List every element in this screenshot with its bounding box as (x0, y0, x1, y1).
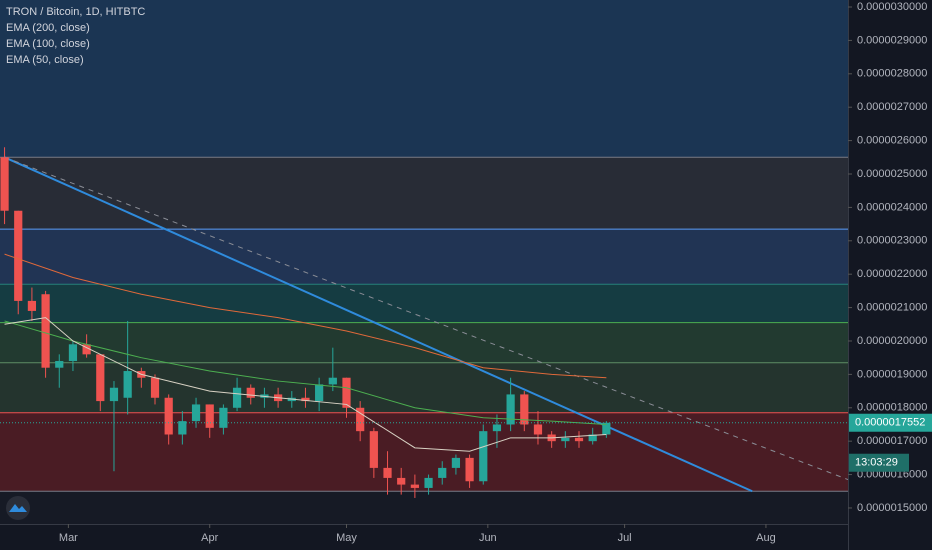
trend-line (4, 156, 849, 481)
candle-body (506, 394, 515, 425)
ema-line (4, 317, 607, 452)
x-tick-label: Mar (59, 532, 78, 544)
candle-body (109, 387, 119, 402)
candle-body (492, 424, 502, 432)
legend-entry: EMA (200, close) (6, 22, 90, 34)
candle-body (520, 394, 529, 425)
candle-body (561, 437, 570, 442)
candle-body (246, 387, 255, 398)
candle-body (178, 421, 187, 435)
zone (0, 157, 848, 230)
candle-body (123, 371, 132, 398)
candle-body (68, 344, 78, 362)
x-tick-label: Apr (201, 532, 218, 544)
y-tick-label: 0.0000026000 (857, 135, 927, 147)
candle-body (356, 407, 365, 432)
plot-area (0, 0, 849, 524)
candle-body (232, 387, 242, 408)
y-tick-label: 0.0000017000 (857, 435, 927, 447)
candle-body (410, 484, 419, 488)
x-tick-label: Jul (618, 532, 632, 544)
ema-line (4, 320, 607, 425)
legend-entry: EMA (100, close) (6, 38, 90, 50)
trend-line (4, 156, 753, 493)
candle-body (315, 384, 324, 402)
zone (0, 0, 848, 158)
candle-body (82, 344, 91, 355)
y-tick-label: 0.0000022000 (857, 268, 927, 280)
countdown-tag (849, 453, 909, 472)
candle-body (164, 397, 173, 435)
candle-body (451, 457, 461, 468)
candle-body (479, 431, 488, 482)
candle-body (342, 377, 351, 408)
zone (0, 491, 848, 524)
y-tick-label: 0.0000018000 (857, 402, 927, 414)
zone (0, 412, 848, 492)
candle-body (191, 404, 201, 422)
logo (6, 496, 30, 520)
candle-body (574, 437, 584, 442)
x-tick-label: Jun (479, 532, 497, 544)
y-tick-label: 0.0000019000 (857, 368, 927, 380)
candle-body (27, 300, 37, 311)
candle-body (465, 457, 474, 482)
candle-body (369, 431, 378, 468)
candle-body (397, 477, 406, 485)
y-tick-label: 0.0000023000 (857, 235, 927, 247)
candle-body (383, 467, 392, 478)
candle-body (219, 407, 228, 428)
zone (0, 284, 848, 323)
candle-body (301, 397, 310, 402)
candle-body (55, 361, 64, 368)
y-tick-label: 0.0000021000 (857, 301, 927, 313)
candle-body (150, 377, 160, 398)
y-tick-label: 0.0000020000 (857, 335, 927, 347)
candle-body (0, 157, 9, 211)
candle-body (602, 422, 611, 435)
candle-body (205, 404, 214, 428)
candle-body (14, 210, 23, 301)
last-price-label: 0.0000017552 (855, 417, 925, 429)
zone (0, 322, 848, 363)
candle-body (424, 477, 433, 488)
candle-body (41, 294, 50, 368)
y-tick-label: 0.0000027000 (857, 101, 927, 113)
ema-line (4, 253, 607, 379)
candle-body (328, 377, 337, 385)
x-tick-label: Aug (756, 532, 776, 544)
x-tick-label: May (336, 532, 357, 544)
candle-body (438, 467, 447, 478)
candle-body (96, 354, 105, 402)
y-tick-label: 0.0000028000 (857, 68, 927, 80)
y-tick-label: 0.0000030000 (857, 1, 927, 13)
legend-entry: EMA (50, close) (6, 54, 84, 66)
candle-body (533, 424, 543, 435)
y-tick-label: 0.0000024000 (857, 201, 927, 213)
last-price-tag (849, 413, 932, 432)
countdown-label: 13:03:29 (855, 457, 898, 469)
y-tick-label: 0.0000015000 (857, 502, 927, 514)
y-tick-label: 0.0000029000 (857, 34, 927, 46)
candle-body (588, 434, 597, 442)
zone (0, 229, 848, 285)
chart-title: TRON / Bitcoin, 1D, HITBTC (6, 6, 145, 18)
y-tick-label: 0.0000025000 (857, 168, 927, 180)
